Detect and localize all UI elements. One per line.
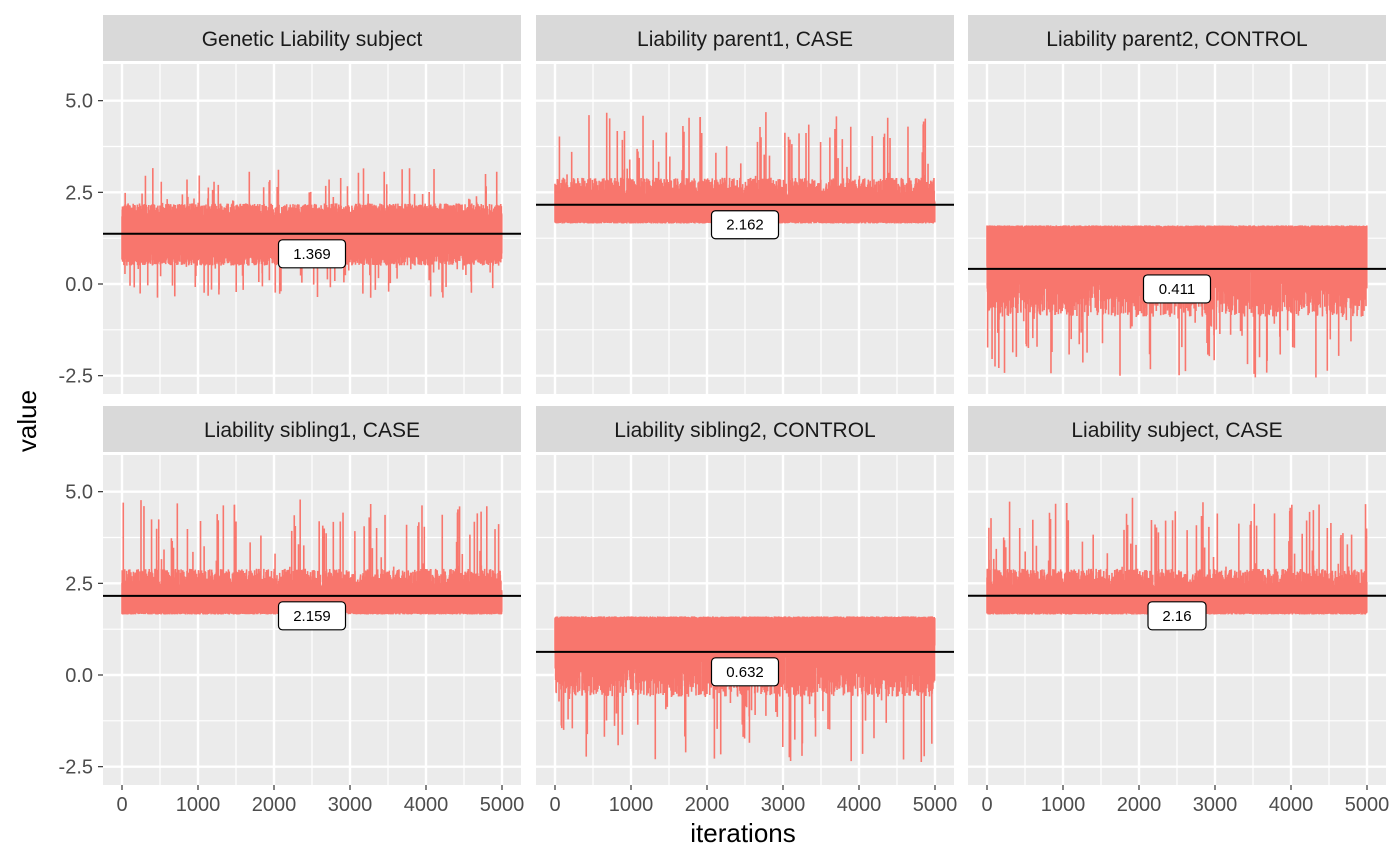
facet-strip <box>968 15 1386 61</box>
x-tick-label: 3000 <box>1193 794 1238 816</box>
x-tick-label: 1000 <box>1041 794 1086 816</box>
mean-label: 1.369 <box>293 246 331 263</box>
facet-panel: Liability sibling1, CASE 2.159 0 1000 2000 30… <box>59 406 525 816</box>
facet-panel: Genetic Liability subject 1.369 -2.5 0.0 2.5… <box>59 15 521 394</box>
x-tick-label: 2000 <box>685 794 730 816</box>
y-tick-label: -2.5 <box>59 757 93 779</box>
x-tick-label: 3000 <box>761 794 806 816</box>
x-tick-label: 0 <box>549 794 560 816</box>
y-axis-title: value <box>12 390 42 452</box>
x-tick-label: 3000 <box>328 794 373 816</box>
facet-strip <box>536 15 954 61</box>
facet-title: Liability sibling2, CONTROL <box>614 419 875 442</box>
trace-line <box>986 225 1368 378</box>
x-tick-label: 1000 <box>176 794 221 816</box>
x-tick-label: 5000 <box>913 794 958 816</box>
trace-line <box>554 112 936 224</box>
x-axis-title: iterations <box>690 818 796 848</box>
mean-label: 2.162 <box>726 217 764 234</box>
mean-label: 2.159 <box>293 608 331 625</box>
y-tick-label: 0.0 <box>65 665 93 687</box>
x-tick-label: 0 <box>116 794 127 816</box>
x-tick-label: 2000 <box>1117 794 1162 816</box>
facet-panel: Liability parent1, CASE 2.162 <box>536 15 954 394</box>
x-tick-label: 5000 <box>480 794 525 816</box>
mean-label-box <box>710 210 780 240</box>
y-tick-label: -2.5 <box>59 366 93 388</box>
facet-strip <box>536 406 954 452</box>
x-tick-label: 4000 <box>1269 794 1314 816</box>
panels-layer: Genetic Liability subject 1.369 -2.5 0.0 2.5… <box>59 15 1389 816</box>
mean-label-box <box>277 239 347 269</box>
facet-strip <box>103 406 521 452</box>
y-tick-label: 2.5 <box>65 573 93 595</box>
y-tick-label: 2.5 <box>65 182 93 204</box>
facet-strip <box>968 406 1386 452</box>
x-tick-label: 1000 <box>609 794 654 816</box>
x-tick-label: 4000 <box>837 794 882 816</box>
facet-title: Liability parent1, CASE <box>637 28 853 51</box>
facet-title: Genetic Liability subject <box>202 28 423 51</box>
facet-strip <box>103 15 521 61</box>
x-tick-label: 4000 <box>404 794 449 816</box>
facet-panel: Liability subject, CASE 2.16 0 1000 2000 3000… <box>968 406 1389 816</box>
mean-label-box <box>710 657 780 687</box>
facet-title: Liability subject, CASE <box>1071 419 1282 442</box>
x-tick-label: 0 <box>981 794 992 816</box>
mean-label-box <box>1147 601 1207 631</box>
mean-label: 2.16 <box>1162 608 1191 625</box>
mean-label: 0.411 <box>1159 281 1195 298</box>
facet-panel: Liability parent2, CONTROL 0.411 <box>968 15 1386 394</box>
mean-label: 0.632 <box>726 664 764 681</box>
facet-title: Liability sibling1, CASE <box>204 419 420 442</box>
facet-title: Liability parent2, CONTROL <box>1046 28 1307 51</box>
y-tick-label: 0.0 <box>65 274 93 296</box>
trace-line <box>554 616 936 762</box>
mean-label-box <box>1142 274 1212 304</box>
x-tick-label: 5000 <box>1345 794 1390 816</box>
x-tick-label: 2000 <box>252 794 297 816</box>
y-tick-label: 5.0 <box>65 482 93 504</box>
mean-label-box <box>277 601 347 631</box>
facet-panel: Liability sibling2, CONTROL 0.632 0 1000 200… <box>536 406 957 816</box>
y-tick-label: 5.0 <box>65 91 93 113</box>
